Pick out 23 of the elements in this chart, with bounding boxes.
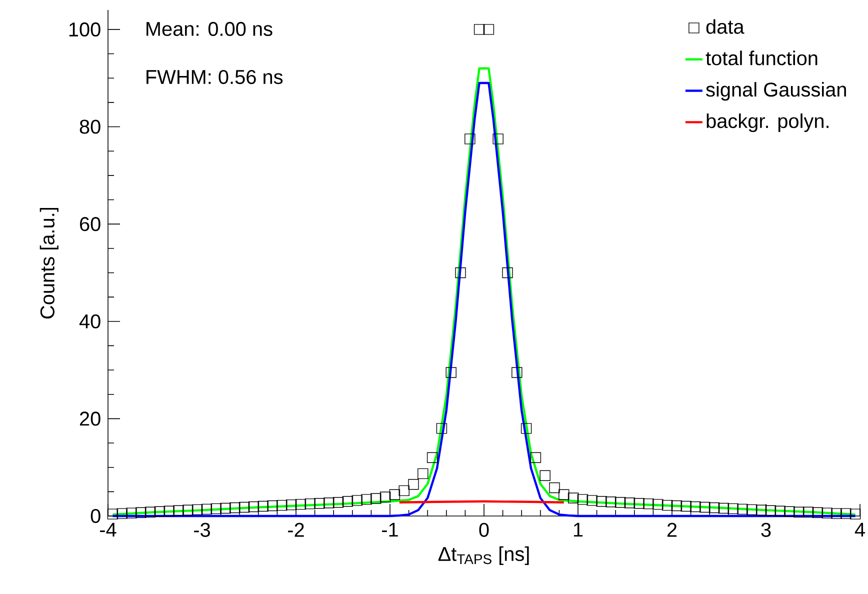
- x-axis-title: Δt$_{TAPS}$ [ns]: [438, 546, 529, 566]
- legend-label: backgr. polyn.: [706, 113, 828, 132]
- x-tick-label: 2: [667, 522, 677, 537]
- legend-label: total function: [706, 50, 818, 66]
- x-tick-label: -1: [382, 522, 398, 537]
- y-tick-label: 20: [80, 412, 100, 426]
- x-tick-label: 0: [479, 522, 489, 537]
- x-tick-label: -4: [100, 522, 116, 537]
- y-tick-label: 80: [80, 120, 100, 134]
- annotation: Mean: 0.00 ns: [146, 22, 272, 36]
- x-tick-label: -3: [194, 522, 210, 537]
- x-tick-label: 1: [574, 522, 583, 537]
- x-tick-label: 3: [761, 522, 771, 537]
- x-tick-label: -2: [288, 522, 304, 537]
- y-tick-label: 60: [80, 217, 100, 232]
- legend-label: signal Gaussian: [706, 82, 846, 101]
- y-tick-label: 40: [79, 314, 100, 328]
- y-tick-label: 100: [69, 22, 100, 36]
- annotation: FWHM: 0.56 ns: [146, 70, 283, 84]
- legend-label: data: [706, 19, 744, 34]
- y-tick-label: 0: [90, 508, 100, 524]
- y-axis-title: Counts [a.u.]: [40, 208, 58, 318]
- x-tick-label: 4: [854, 522, 865, 537]
